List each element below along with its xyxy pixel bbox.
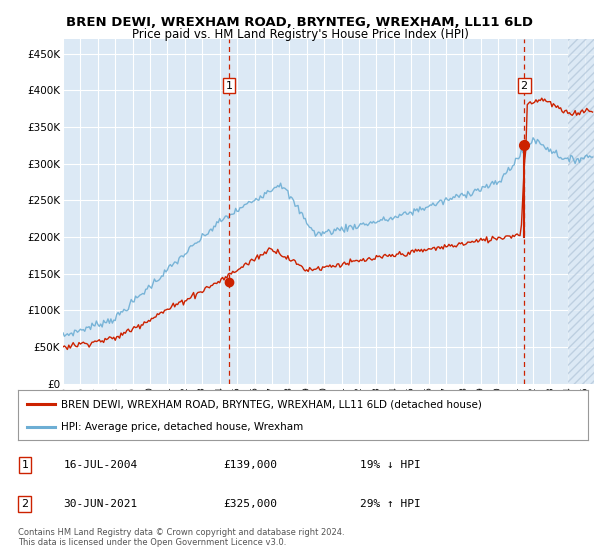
Text: 19% ↓ HPI: 19% ↓ HPI: [360, 460, 421, 470]
Text: £325,000: £325,000: [223, 499, 277, 509]
Text: 30-JUN-2021: 30-JUN-2021: [64, 499, 138, 509]
Text: BREN DEWI, WREXHAM ROAD, BRYNTEG, WREXHAM, LL11 6LD (detached house): BREN DEWI, WREXHAM ROAD, BRYNTEG, WREXHA…: [61, 399, 482, 409]
Text: 1: 1: [226, 81, 233, 91]
Text: 1: 1: [22, 460, 28, 470]
Text: BREN DEWI, WREXHAM ROAD, BRYNTEG, WREXHAM, LL11 6LD: BREN DEWI, WREXHAM ROAD, BRYNTEG, WREXHA…: [67, 16, 533, 29]
Text: £139,000: £139,000: [223, 460, 277, 470]
Text: 2: 2: [21, 499, 28, 509]
Text: Price paid vs. HM Land Registry's House Price Index (HPI): Price paid vs. HM Land Registry's House …: [131, 28, 469, 41]
Bar: [568, 39, 594, 384]
Text: 16-JUL-2004: 16-JUL-2004: [64, 460, 138, 470]
Text: Contains HM Land Registry data © Crown copyright and database right 2024.
This d: Contains HM Land Registry data © Crown c…: [18, 528, 344, 547]
Text: 29% ↑ HPI: 29% ↑ HPI: [360, 499, 421, 509]
Text: HPI: Average price, detached house, Wrexham: HPI: Average price, detached house, Wrex…: [61, 422, 303, 432]
Text: 2: 2: [521, 81, 528, 91]
